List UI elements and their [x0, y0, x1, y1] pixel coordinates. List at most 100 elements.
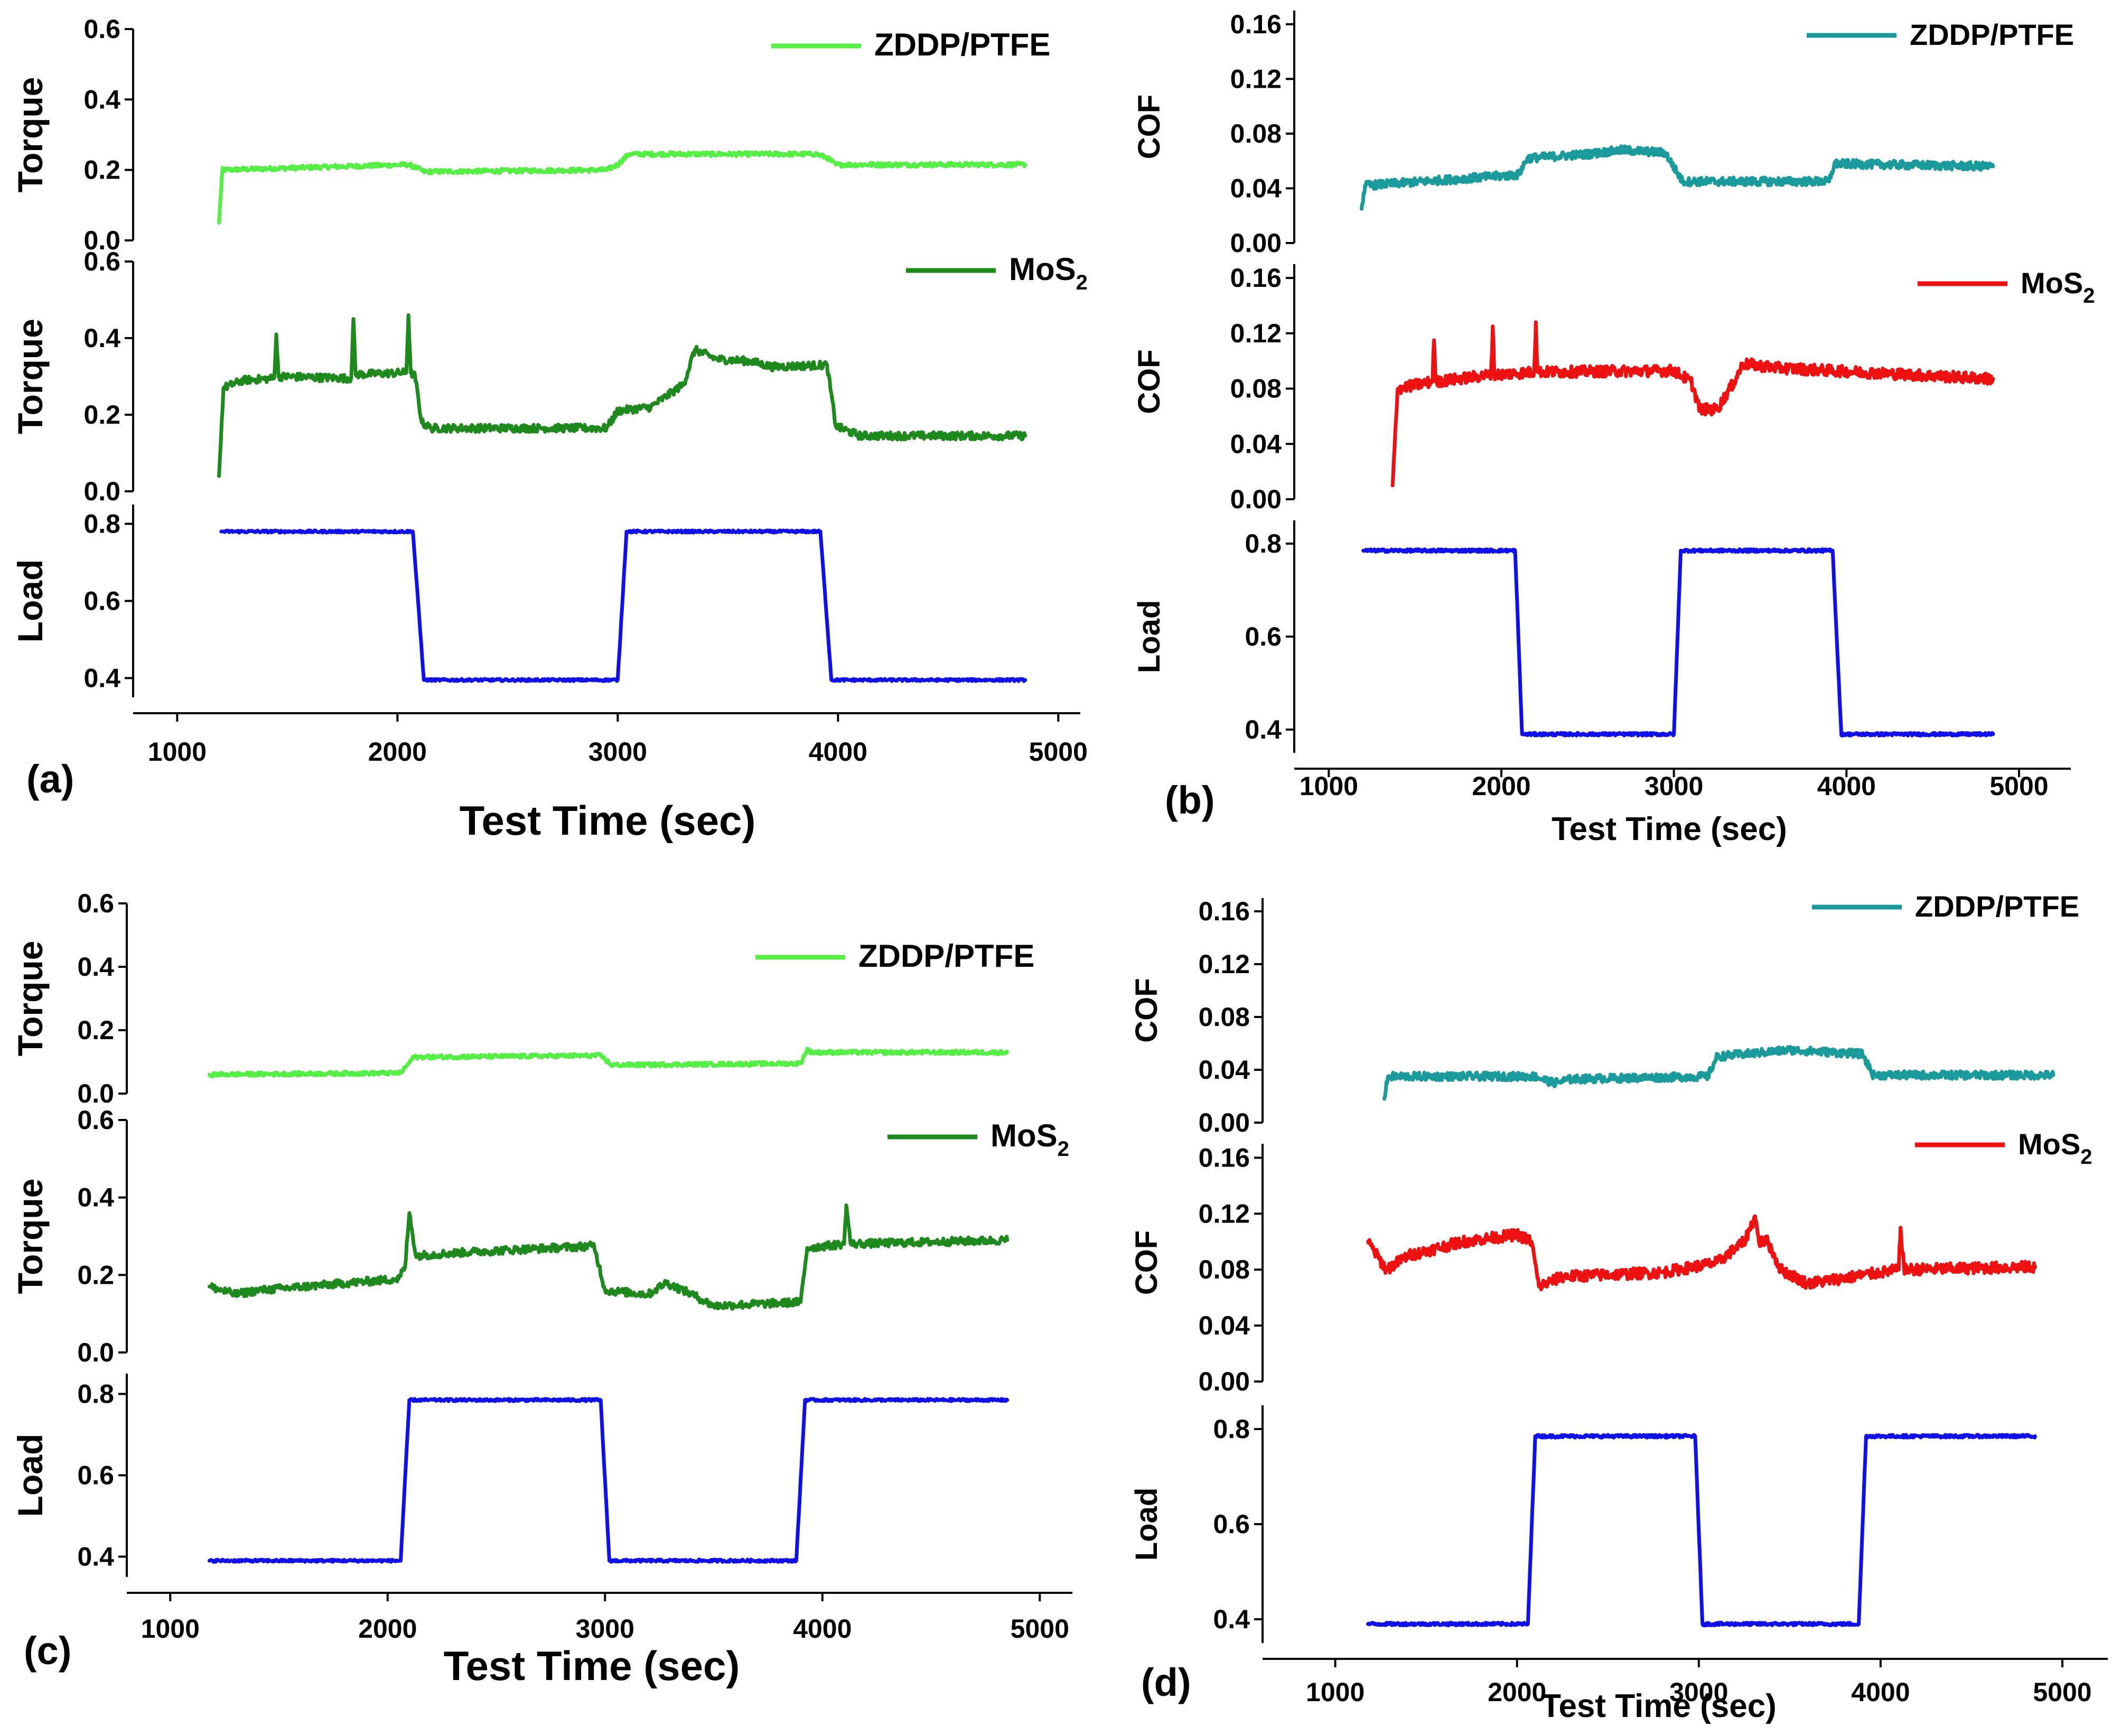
y-tick-label: 0.6	[83, 247, 120, 276]
x-tick-label: 1000	[148, 737, 207, 767]
y-axis-label: COF	[1129, 1230, 1164, 1295]
panel-0-subplot-2: 0.4 0.6 0.8 Load	[11, 505, 1027, 697]
series-line-zddp-ptfe	[1359, 144, 1995, 211]
x-tick-label: 3000	[588, 737, 647, 767]
x-axis-label: Test Time (sec)	[444, 1642, 740, 1689]
y-tick-label: 0.04	[1230, 173, 1282, 203]
panel-label: (a)	[26, 757, 74, 801]
panel-2-subplot-2: 0.4 0.6 0.8 Load	[11, 1374, 1010, 1577]
legend-entry-zddp-ptfe: ZDDP/PTFE	[771, 27, 1050, 62]
y-tick-label: 0.4	[77, 952, 114, 982]
y-tick-label: 0.0	[77, 1338, 114, 1367]
legend-label: ZDDP/PTFE	[1910, 18, 2074, 51]
legend-entry-mos2: MoS2	[1918, 266, 2095, 307]
y-tick-label: 0.08	[1199, 1255, 1250, 1284]
x-tick-label: 3000	[576, 1614, 634, 1644]
legend-entry-zddp-ptfe: ZDDP/PTFE	[1812, 890, 2079, 923]
legend-label: ZDDP/PTFE	[858, 938, 1034, 974]
y-tick-label: 0.4	[1245, 715, 1282, 744]
panel-label: (c)	[24, 1629, 71, 1673]
y-tick-label: 0.00	[1230, 484, 1282, 514]
y-tick-label: 0.16	[1230, 263, 1282, 293]
panel-label: (d)	[1141, 1660, 1191, 1704]
x-axis-label: Test Time (sec)	[1552, 811, 1787, 847]
y-tick-label: 0.4	[83, 323, 120, 353]
legend-entry-zddp-ptfe: ZDDP/PTFE	[755, 938, 1034, 974]
x-tick-label: 4000	[793, 1614, 852, 1644]
legend-entry-mos2: MoS2	[887, 1118, 1069, 1161]
y-axis-label: COF	[1129, 978, 1164, 1042]
x-tick-label: 5000	[1029, 737, 1088, 767]
series-line-mos2	[1366, 1214, 2037, 1292]
y-tick-label: 0.6	[83, 586, 120, 616]
y-axis-label: Torque	[11, 319, 50, 434]
series-line-mos2	[1390, 320, 1995, 488]
panel-0-subplot-0: 0.0 0.2 0.4 0.6 Torque	[11, 14, 1027, 255]
x-axis-label: Test Time (sec)	[1541, 1688, 1777, 1724]
y-axis-label: Torque	[11, 941, 50, 1057]
legend-label: ZDDP/PTFE	[874, 27, 1050, 62]
x-tick-label: 4000	[1851, 1677, 1910, 1707]
x-tick-label: 2000	[368, 737, 427, 767]
x-tick-label: 1000	[1306, 1677, 1365, 1707]
y-tick-label: 0.8	[1245, 529, 1282, 558]
y-axis-label: Load	[1132, 600, 1166, 674]
series-line-mos2	[217, 313, 1027, 478]
y-tick-label: 0.6	[77, 889, 114, 918]
legend-label: MoS2	[1009, 251, 1088, 294]
series-line-mos2	[207, 1203, 1010, 1311]
legend-label: ZDDP/PTFE	[1915, 890, 2079, 923]
x-tick-label: 2000	[1472, 771, 1530, 801]
y-tick-label: 0.0	[77, 1079, 114, 1108]
x-tick-label: 2000	[358, 1614, 417, 1644]
y-axis-label: Torque	[11, 77, 50, 193]
y-tick-label: 0.0	[83, 477, 120, 506]
x-axis-label: Test Time (sec)	[460, 797, 756, 844]
y-tick-label: 0.4	[83, 664, 120, 693]
y-axis-label: COF	[1132, 349, 1166, 414]
legend-entry-mos2: MoS2	[906, 251, 1088, 294]
y-tick-label: 0.04	[1199, 1311, 1250, 1340]
y-tick-label: 0.8	[1213, 1414, 1250, 1444]
y-tick-label: 0.4	[77, 1183, 114, 1212]
y-tick-label: 0.16	[1199, 897, 1250, 926]
y-tick-label: 0.08	[1230, 119, 1282, 148]
panel-2-subplot-0: 0.0 0.2 0.4 0.6 Torque	[11, 889, 1010, 1108]
panel-3-subplot-0: 0.00 0.04 0.08 0.12 0.16 COF	[1129, 897, 2055, 1137]
y-axis-label: Load	[11, 1434, 50, 1517]
y-axis-label: COF	[1132, 95, 1166, 159]
y-tick-label: 0.4	[77, 1542, 114, 1572]
x-tick-label: 4000	[1817, 771, 1876, 801]
series-line-load	[1366, 1433, 2037, 1628]
y-tick-label: 0.04	[1230, 429, 1282, 459]
y-axis-label: Load	[1129, 1488, 1164, 1561]
y-tick-label: 0.2	[83, 155, 120, 185]
legend-entry-mos2: MoS2	[1915, 1127, 2092, 1169]
y-tick-label: 0.4	[1213, 1604, 1250, 1634]
y-tick-label: 0.00	[1230, 228, 1282, 258]
x-tick-label: 3000	[1645, 771, 1703, 801]
y-tick-label: 0.00	[1199, 1108, 1250, 1137]
y-axis-label: Load	[11, 559, 50, 643]
x-tick-label: 1000	[1300, 771, 1358, 801]
y-tick-label: 0.6	[83, 14, 120, 44]
series-line-load	[207, 1397, 1010, 1564]
y-tick-label: 0.6	[77, 1461, 114, 1490]
x-tick-label: 4000	[809, 737, 867, 767]
series-line-zddp-ptfe	[207, 1047, 1010, 1078]
y-tick-label: 0.4	[83, 85, 120, 114]
legend-label: MoS2	[2018, 1127, 2092, 1169]
panel-1-subplot-2: 0.4 0.6 0.8 Load	[1132, 520, 1995, 753]
series-line-zddp-ptfe	[1382, 1045, 2055, 1101]
series-line-zddp-ptfe	[217, 150, 1027, 225]
y-tick-label: 0.12	[1230, 319, 1282, 348]
panel-1-subplot-0: 0.00 0.04 0.08 0.12 0.16 COF	[1132, 10, 1995, 258]
y-tick-label: 0.6	[1213, 1509, 1250, 1539]
y-tick-label: 0.6	[1245, 622, 1282, 651]
y-tick-label: 0.16	[1230, 10, 1282, 39]
panel-label: (b)	[1165, 778, 1215, 822]
panel-a: 1000 2000 3000 4000 5000 Test Time (sec) (a) ZD…	[26, 27, 1088, 844]
x-tick-label: 5000	[2033, 1677, 2091, 1707]
y-tick-label: 0.16	[1199, 1143, 1250, 1172]
